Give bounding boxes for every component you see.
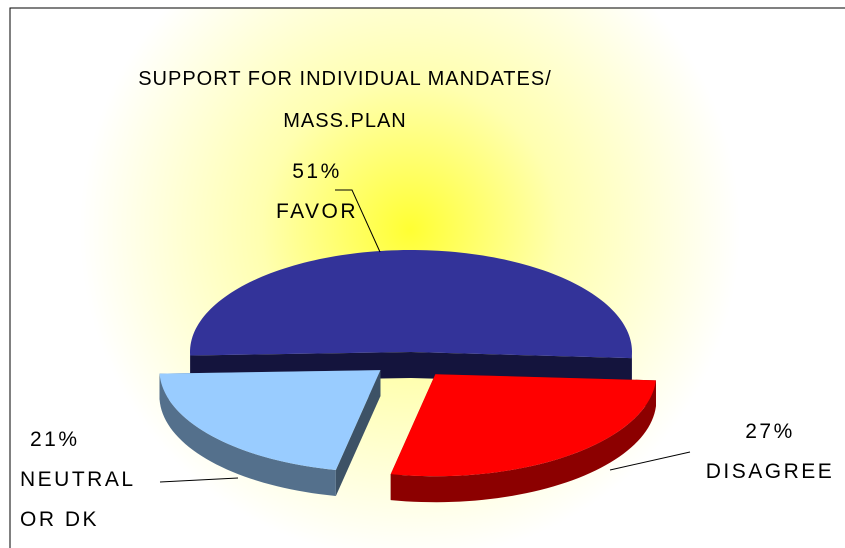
- category-label: FAVOR: [275, 200, 359, 223]
- slice-cut-face: [335, 370, 381, 496]
- pie-slice: [390, 374, 656, 503]
- chart-title: SUPPORT FOR INDIVIDUAL MANDATES/ MASS.PL…: [138, 68, 552, 132]
- pie: [159, 250, 656, 503]
- slice-side: [159, 373, 336, 496]
- slice-top: [159, 370, 381, 470]
- value-label: 21%: [30, 428, 80, 451]
- data-label: 51% FAVOR: [252, 152, 382, 232]
- data-label: 21% NEUTRAL OR DK: [20, 420, 170, 540]
- leader-line: [609, 451, 691, 471]
- value-label: 51%: [292, 160, 342, 183]
- value-label: 27%: [745, 420, 795, 443]
- category-label: DISAGREE: [705, 460, 835, 483]
- slice-side: [390, 380, 656, 503]
- slice-top: [390, 374, 656, 477]
- pie-slice: [159, 370, 381, 496]
- leader-lines: [159, 189, 691, 483]
- category-label: NEUTRAL OR DK: [20, 468, 135, 531]
- slice-top: [190, 250, 632, 359]
- leader-line: [335, 189, 381, 253]
- leader-line: [159, 477, 239, 483]
- data-label: 27% DISAGREE: [690, 412, 845, 492]
